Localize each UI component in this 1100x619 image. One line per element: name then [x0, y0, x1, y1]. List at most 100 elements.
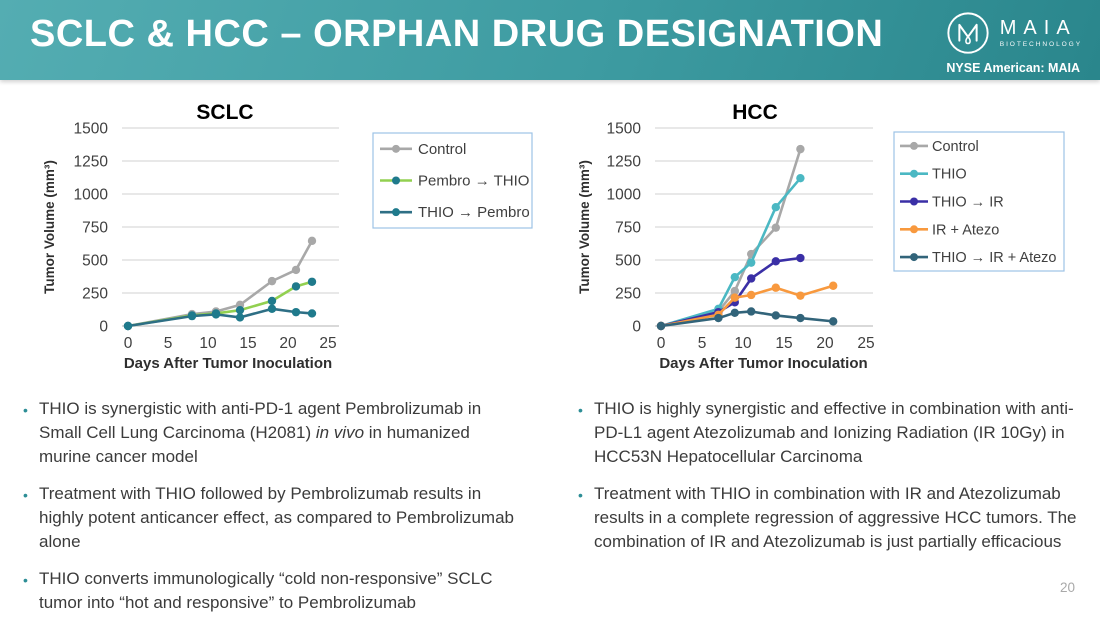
page-number: 20 — [1059, 580, 1075, 595]
data-point — [771, 257, 780, 266]
x-tick-label: 5 — [698, 335, 707, 352]
data-point — [796, 313, 805, 323]
data-point — [796, 144, 805, 154]
data-point — [747, 290, 756, 300]
chart-title: HCC — [732, 101, 778, 124]
data-point — [656, 321, 666, 331]
bullet-text: Treatment with THIO in combination with … — [594, 484, 1077, 551]
legend-label: THIO → Pembro — [418, 204, 530, 221]
y-tick-label: 750 — [82, 220, 108, 237]
data-point — [307, 277, 317, 286]
y-tick-label: 250 — [82, 286, 108, 303]
data-point — [771, 311, 780, 320]
data-point — [267, 276, 277, 286]
bullet-item: • THIO is highly synergistic and effectiv… — [573, 397, 1085, 469]
logo-subtext: BIOTECHNOLOGY — [999, 41, 1082, 48]
legend-label: THIO → IR + Atezo — [932, 250, 1057, 266]
data-point — [730, 286, 739, 296]
data-point — [730, 293, 739, 302]
data-point — [291, 307, 301, 317]
y-tick-label: 1250 — [607, 154, 642, 171]
legend-marker — [392, 144, 400, 153]
y-tick-label: 1000 — [607, 187, 642, 204]
y-tick-label: 250 — [615, 286, 641, 303]
x-tick-label: 20 — [279, 335, 297, 352]
logo-brand: MAIA — [999, 17, 1077, 39]
data-point — [211, 310, 221, 319]
maia-monogram-icon — [947, 12, 989, 54]
data-point — [829, 281, 838, 290]
y-tick-label: 750 — [615, 220, 641, 237]
hcc-chart: 0 250 500 750 1000 1250 1500 0 5 10 15 20 25 Days Aft… — [577, 101, 1065, 372]
data-point — [747, 307, 756, 316]
y-tick-label: 1250 — [74, 154, 109, 171]
y-axis-label: Tumor Volume (mm³) — [42, 160, 57, 294]
data-point — [291, 265, 301, 275]
data-point — [307, 236, 317, 246]
bullet-text: THIO converts immunologically “cold non-… — [39, 569, 493, 612]
slide-title: SCLC & HCC – ORPHAN DRUG DESIGNATION — [30, 13, 884, 55]
y-tick-label: 0 — [99, 319, 108, 336]
x-tick-label: 25 — [319, 335, 336, 352]
legend-marker — [910, 169, 918, 178]
data-point — [796, 173, 805, 183]
data-point — [730, 272, 739, 282]
x-tick-label: 25 — [857, 335, 874, 352]
x-axis-label: Days After Tumor Inoculation — [124, 355, 332, 372]
legend-label: Pembro → THIO — [418, 173, 529, 190]
sclc-chart: 0 250 500 750 1000 1250 1500 0 5 10 15 20 25 Days Aft… — [42, 101, 533, 372]
bullet-item: • Treatment with THIO in combination with… — [573, 482, 1085, 554]
x-tick-label: 15 — [239, 335, 256, 352]
ticker-label: NYSE American: MAIA — [946, 61, 1080, 75]
legend-marker — [910, 225, 918, 234]
chart-title: SCLC — [196, 101, 253, 124]
series-line — [126, 280, 314, 328]
x-axis-label: Days After Tumor Inoculation — [659, 355, 867, 372]
data-point — [747, 258, 756, 267]
bullet-text: THIO is highly synergistic and effective… — [594, 399, 1074, 466]
y-tick-label: 1500 — [607, 121, 642, 138]
data-point — [771, 203, 780, 212]
data-point — [235, 305, 245, 315]
y-tick-label: 500 — [82, 253, 108, 270]
bullet-item: • THIO converts immunologically “cold non… — [18, 567, 523, 615]
bullet-dot-icon: • — [23, 572, 28, 588]
x-tick-label: 10 — [734, 335, 752, 352]
series-line — [659, 147, 802, 328]
logo-text: MAIA BIOTECHNOLOGY — [1000, 18, 1082, 48]
bullet-dot-icon: • — [23, 402, 28, 418]
x-tick-label: 0 — [657, 335, 666, 352]
x-tick-label: 20 — [816, 335, 834, 352]
x-tick-label: 10 — [199, 335, 217, 352]
bullet-dot-icon: • — [578, 402, 583, 418]
x-tick-label: 5 — [164, 335, 173, 352]
data-point — [267, 296, 277, 306]
legend-label: IR + Atezo — [932, 222, 999, 238]
hcc-bullet-list: • THIO is highly synergistic and effectiv… — [573, 397, 1085, 567]
data-point — [771, 283, 780, 292]
bullet-item: • THIO is synergistic with anti-PD-1 agen… — [18, 397, 523, 469]
data-point — [730, 308, 739, 317]
bullet-text: THIO is synergistic with anti-PD-1 agent… — [39, 399, 482, 466]
y-axis-label: Tumor Volume (mm³) — [577, 160, 592, 294]
legend-marker — [392, 208, 400, 217]
bullet-text: Treatment with THIO followed by Pembroli… — [39, 484, 515, 551]
data-point — [771, 223, 780, 232]
bullet-dot-icon: • — [23, 487, 28, 503]
bullet-item: • Treatment with THIO followed by Pembrol… — [18, 482, 523, 554]
data-point — [747, 274, 756, 283]
header-banner: SCLC & HCC – ORPHAN DRUG DESIGNATION MAI… — [0, 0, 1100, 80]
data-point — [291, 282, 301, 291]
data-point — [267, 304, 277, 314]
y-tick-label: 1000 — [74, 187, 109, 204]
y-tick-label: 0 — [632, 319, 641, 336]
data-point — [123, 321, 133, 331]
series-line — [659, 176, 802, 328]
data-point — [829, 317, 838, 326]
data-point — [796, 291, 805, 300]
x-tick-label: 15 — [775, 335, 792, 352]
data-point — [714, 313, 723, 323]
legend-label: Control — [418, 141, 466, 158]
y-tick-label: 1500 — [74, 121, 109, 138]
